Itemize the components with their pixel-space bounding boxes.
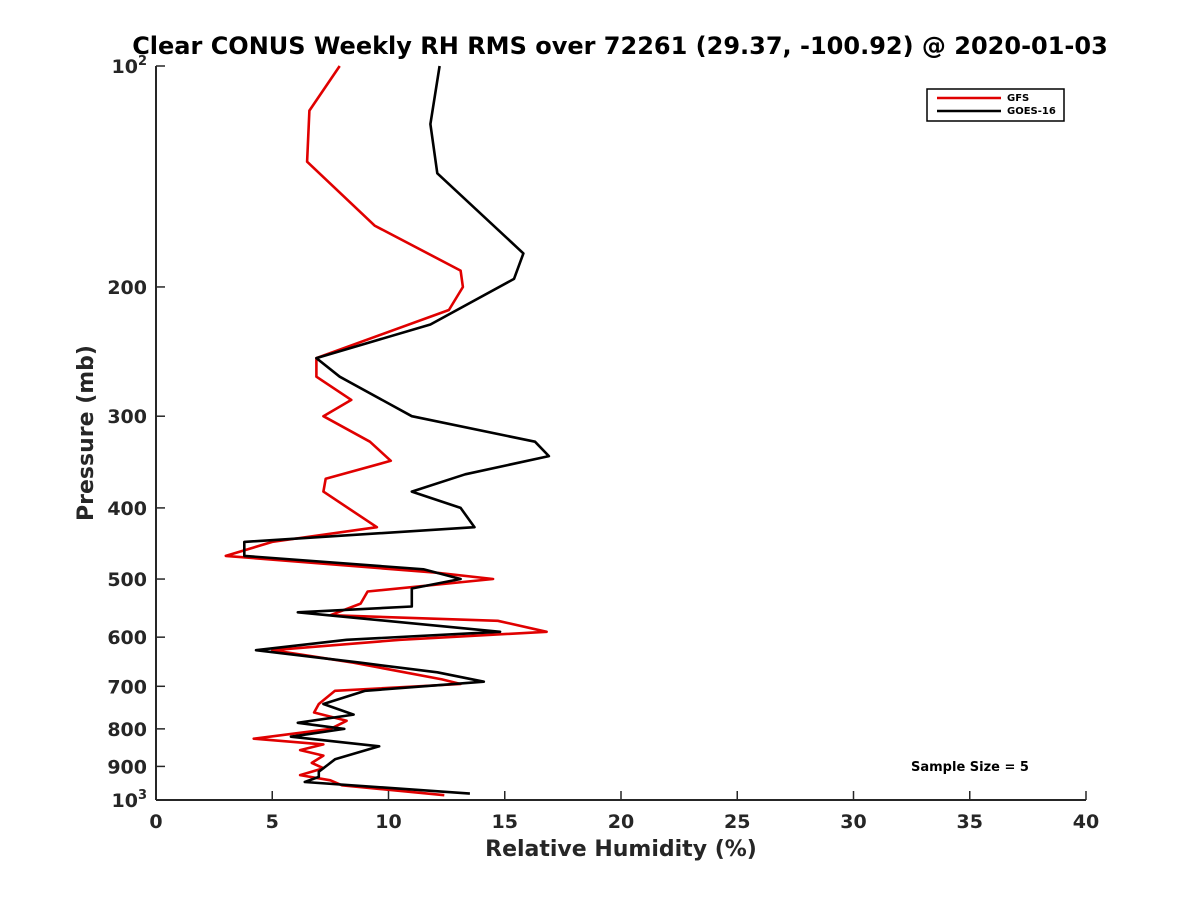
chart-title: Clear CONUS Weekly RH RMS over 72261 (29… [132,32,1108,60]
x-tick-label: 15 [492,811,518,833]
legend-label-gfs: GFS [1007,93,1029,104]
x-tick-label: 5 [266,811,279,833]
x-tick-label: 0 [149,811,162,833]
y-tick-label: 700 [107,676,147,698]
y-tick-label: 103 [112,788,148,812]
x-tick-label: 10 [375,811,401,833]
y-ticks: 102 200 300 400 500 600 700 800 900 103 [107,54,165,812]
sample-size-annotation: Sample Size = 5 [911,760,1029,775]
x-ticks: 0 5 10 15 20 25 30 35 40 [149,791,1099,833]
y-tick-label: 900 [107,756,147,778]
x-tick-label: 20 [608,811,634,833]
x-tick-label: 40 [1073,811,1099,833]
x-tick-label: 25 [724,811,750,833]
series-layer [224,65,551,797]
y-tick-label: 102 [112,54,148,78]
y-tick-label: 800 [107,719,147,741]
x-tick-label: 30 [840,811,866,833]
x-axis-label: Relative Humidity (%) [485,837,757,862]
y-tick-label: 200 [107,277,147,299]
y-tick-label: 400 [107,498,147,520]
legend: GFS GOES-16 [926,88,1065,122]
x-tick-label: 35 [957,811,983,833]
legend-box [926,88,1065,122]
y-tick-label: 600 [107,627,147,649]
y-axis-label: Pressure (mb) [74,345,99,521]
series-line-goes-16 [243,65,551,795]
y-tick-label: 300 [107,406,147,428]
y-tick-label: 500 [107,569,147,591]
legend-label-goes-16: GOES-16 [1007,106,1056,117]
